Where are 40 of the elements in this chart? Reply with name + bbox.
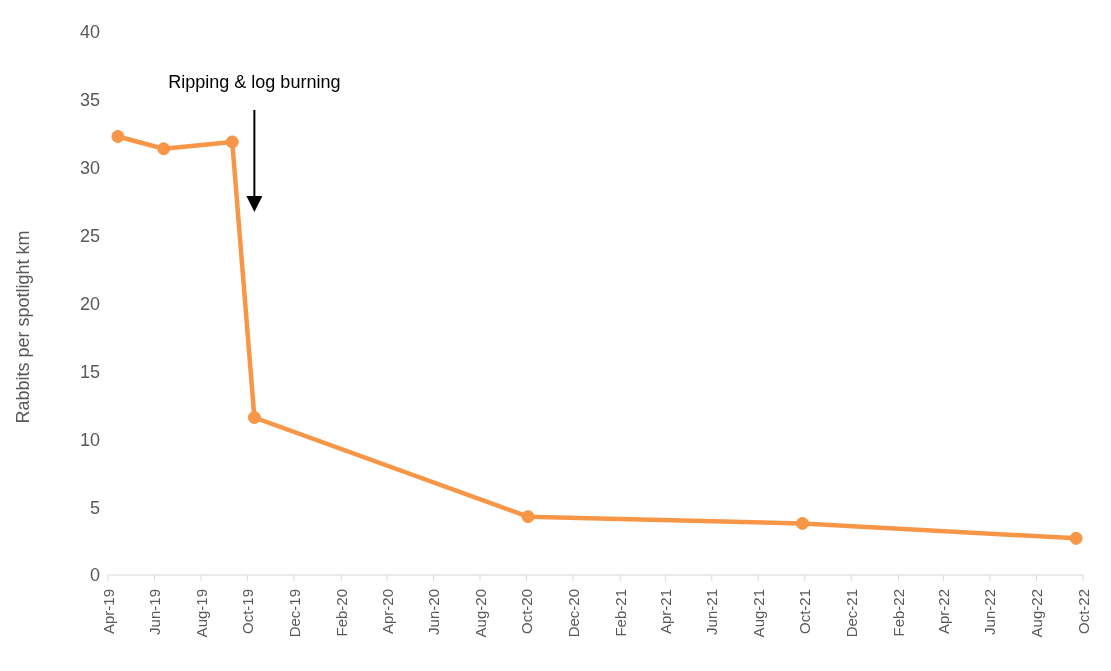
point [247,411,261,425]
y-tick-label: 15 [79,361,100,382]
x-tick-label: Apr-20 [378,589,396,635]
x-tick-label: Oct-22 [1074,589,1092,635]
x-tick-label: Jun-22 [981,589,999,635]
point [1069,531,1083,545]
annotation: Ripping & log burning [168,72,341,92]
point [111,130,125,144]
y-tick-label: 35 [79,90,100,111]
x-tick-label: Aug-19 [192,589,210,638]
x-tick-label: Apr-21 [656,589,674,635]
y-tick-label: 5 [89,497,100,518]
y-tick-label: 20 [79,293,100,314]
x-tick-label: Aug-22 [1028,589,1045,638]
point [225,135,239,149]
x-tick-label: Oct-21 [796,589,814,635]
y-axis-title: Rabbits per spotlight km [13,230,34,424]
x-tick-label: Oct-19 [239,589,256,635]
y-tick-label: 30 [79,158,100,179]
x-tick-label: Feb-22 [890,589,908,637]
x-tick-label: Oct-20 [518,589,536,635]
y-tick-label: 40 [79,22,100,43]
point [521,510,535,524]
x-tick-label: Aug-20 [471,589,489,638]
point [157,142,171,156]
y-tick-label: 10 [79,429,100,450]
x-tick-label: Feb-21 [611,589,629,637]
x-tick-label: Jun-21 [703,589,721,635]
x-tick-label: Feb-20 [332,589,350,637]
y-tick-label: 0 [89,565,100,586]
x-tick-label: Apr-22 [935,589,952,635]
x-tick-label: Aug-21 [749,589,767,638]
point [795,516,809,530]
y-tick-label: 25 [79,226,100,247]
x-tick-label: Dec-20 [564,589,582,638]
x-tick-label: Jun-20 [425,589,443,635]
x-tick-label: Jun-19 [146,589,163,635]
x-tick-label: Dec-19 [285,589,303,638]
x-tick-label: Dec-21 [842,589,860,638]
x-tick-label: Apr-19 [99,589,117,635]
